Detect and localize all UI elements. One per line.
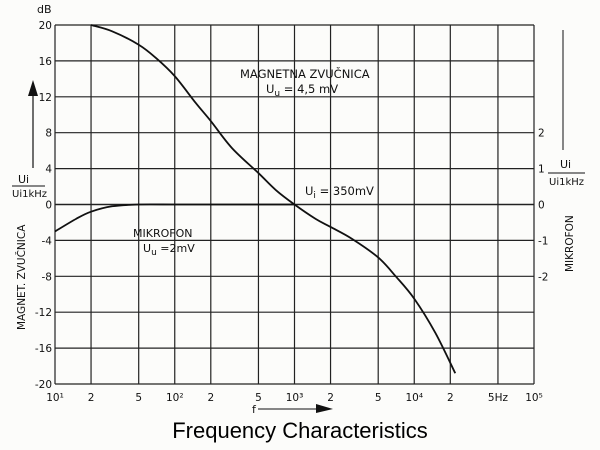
y-tick-label: -20 <box>35 379 52 391</box>
y-tick-label: 12 <box>39 92 52 104</box>
right-arrow-icon <box>316 404 333 413</box>
left-ratio-den: Ui1kHz <box>12 189 47 200</box>
right-axis-name: MIKROFON <box>564 215 576 272</box>
right-tick-label: -1 <box>538 235 548 247</box>
up-arrow-icon <box>28 80 38 96</box>
grid <box>54 24 535 385</box>
series-layer <box>54 24 457 374</box>
mic-series-label: MIKROFON <box>133 227 192 240</box>
ui-label: Ui = 350mV <box>305 184 374 201</box>
right-tick-label: 1 <box>538 164 545 176</box>
y-tick-label: 16 <box>39 56 53 68</box>
x-tick-label: 5 <box>135 392 142 404</box>
y-tick-label: -4 <box>42 235 53 247</box>
y-tick-label: 8 <box>45 128 52 140</box>
y-tick-label: 0 <box>45 200 52 212</box>
x-tick-label: 5 <box>375 392 382 404</box>
y-tick-label: 4 <box>45 164 52 176</box>
chart-title: Frequency Characteristics <box>172 418 428 443</box>
x-tick-label: 10¹ <box>46 392 64 404</box>
right-tick-label: 0 <box>538 200 545 212</box>
y-tick-label: -16 <box>35 343 52 355</box>
x-axis-label: f <box>252 403 257 416</box>
x-tick-label: 2 <box>88 392 95 404</box>
left-axis-label: Ui Ui1kHz MAGNET. ZVUČNICA <box>12 80 47 330</box>
x-tick-label: 10⁴ <box>405 392 423 404</box>
right-tick-label: 2 <box>538 128 545 140</box>
x-tick-label: 10² <box>166 392 184 404</box>
magnet-uu-label: Uu = 4,5 mV <box>266 82 338 99</box>
y-tick-label: -12 <box>35 307 52 319</box>
x-tick-label: 2 <box>327 392 334 404</box>
right-ratio-den: Ui1kHz <box>549 177 584 188</box>
x-tick-label: 2 <box>447 392 454 404</box>
mic-uu-label: Uu =2mV <box>143 242 195 258</box>
left-axis-name: MAGNET. ZVUČNICA <box>15 224 28 330</box>
frequency-chart: 10¹ 2 5 10² 2 5 10³ 2 5 10⁴ 2 5Hz 10⁵201612840-4-8-1… <box>12 3 585 416</box>
right-axis-label: Ui Ui1kHz MIKROFON <box>548 30 585 272</box>
left-ratio-num: Ui <box>18 173 29 186</box>
mic-series-line <box>54 203 295 233</box>
y-tick-label: 20 <box>39 20 52 32</box>
y-unit-label: dB <box>37 3 52 16</box>
x-tick-label: 2 <box>207 392 214 404</box>
tick-labels: 10¹ 2 5 10² 2 5 10³ 2 5 10⁴ 2 5Hz 10⁵201612840-4-8-1… <box>35 20 549 404</box>
y-tick-label: -8 <box>42 271 52 283</box>
x-tick-label: 5 <box>255 392 262 404</box>
magnet-series-line <box>90 24 457 374</box>
magnet-series-label: MAGNETNA ZVUČNICA <box>240 66 370 81</box>
right-ratio-num: Ui <box>560 158 571 171</box>
x-tick-label: 5Hz <box>488 392 509 404</box>
x-tick-label: 10³ <box>286 392 304 404</box>
right-tick-label: -2 <box>538 271 548 283</box>
x-tick-label: 10⁵ <box>525 392 543 404</box>
